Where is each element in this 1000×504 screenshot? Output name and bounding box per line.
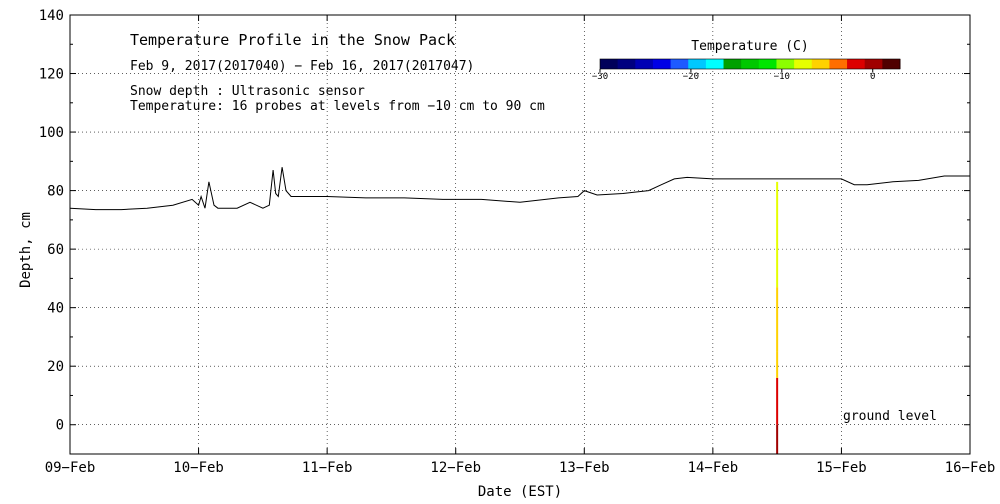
chart-subtitle: Feb 9, 2017(2017040) − Feb 16, 2017(2017… bbox=[130, 59, 474, 74]
colorbar-swatch bbox=[882, 59, 901, 69]
colorbar-swatch bbox=[723, 59, 742, 69]
colorbar-swatch bbox=[635, 59, 654, 69]
y-tick-label: 40 bbox=[47, 301, 64, 317]
colorbar-tick-label: −20 bbox=[683, 72, 699, 82]
y-tick-label: 20 bbox=[47, 359, 64, 375]
colorbar-swatch bbox=[652, 59, 672, 69]
colorbar-tick-label: −10 bbox=[774, 72, 790, 82]
y-tick-label: 60 bbox=[47, 242, 64, 258]
colorbar-border bbox=[599, 58, 901, 70]
colorbar-swatch bbox=[741, 59, 760, 69]
ground-level-label: ground level bbox=[843, 409, 937, 424]
colorbar-swatch bbox=[617, 59, 636, 69]
colorbar-swatch bbox=[794, 59, 813, 69]
colorbar: −30 −20 −10 0 bbox=[592, 58, 901, 82]
x-tick-label: 12−Feb bbox=[430, 460, 481, 476]
tick-layer: 09−Feb 10−Feb 11−Feb 12−Feb 13−Feb 14−Feb 15−F… bbox=[39, 8, 996, 476]
x-tick-label: 13−Feb bbox=[559, 460, 610, 476]
chart-title: Temperature Profile in the Snow Pack bbox=[130, 31, 455, 49]
colorbar-swatch bbox=[600, 59, 619, 69]
plot-frame bbox=[69, 14, 971, 455]
y-tick-label: 100 bbox=[39, 125, 64, 141]
x-tick-label: 10−Feb bbox=[173, 460, 224, 476]
colorbar-swatch bbox=[811, 59, 830, 69]
series-layer bbox=[69, 167, 970, 454]
y-tick-label: 120 bbox=[39, 67, 64, 83]
colorbar-tick-label: −30 bbox=[592, 72, 608, 82]
colorbar-swatch bbox=[670, 59, 689, 69]
colorbar-swatch bbox=[758, 59, 777, 69]
snow-depth-line bbox=[69, 167, 970, 211]
x-tick-label: 15−Feb bbox=[816, 460, 867, 476]
colorbar-swatch bbox=[688, 59, 707, 69]
note-temperature: Temperature: 16 probes at levels from −1… bbox=[130, 99, 545, 114]
note-snow-depth: Snow depth : Ultrasonic sensor bbox=[130, 84, 365, 99]
colorbar-swatch bbox=[705, 59, 725, 69]
x-tick-label: 11−Feb bbox=[302, 460, 353, 476]
y-tick-label: 0 bbox=[56, 418, 64, 434]
colorbar-tick-label: 0 bbox=[870, 72, 875, 82]
y-axis-label: Depth, cm bbox=[18, 212, 34, 288]
x-tick-label: 16−Feb bbox=[945, 460, 996, 476]
colorbar-title: Temperature (C) bbox=[691, 39, 808, 54]
colorbar-swatch bbox=[864, 59, 883, 69]
colorbar-swatch bbox=[829, 59, 848, 69]
colorbar-swatch bbox=[776, 59, 795, 69]
y-tick-label: 140 bbox=[39, 8, 64, 24]
x-tick-label: 14−Feb bbox=[688, 460, 739, 476]
colorbar-swatch bbox=[847, 59, 866, 69]
x-axis-label: Date (EST) bbox=[478, 484, 562, 500]
grid-layer bbox=[70, 15, 970, 454]
x-tick-label: 09−Feb bbox=[45, 460, 96, 476]
y-tick-label: 80 bbox=[47, 184, 64, 200]
